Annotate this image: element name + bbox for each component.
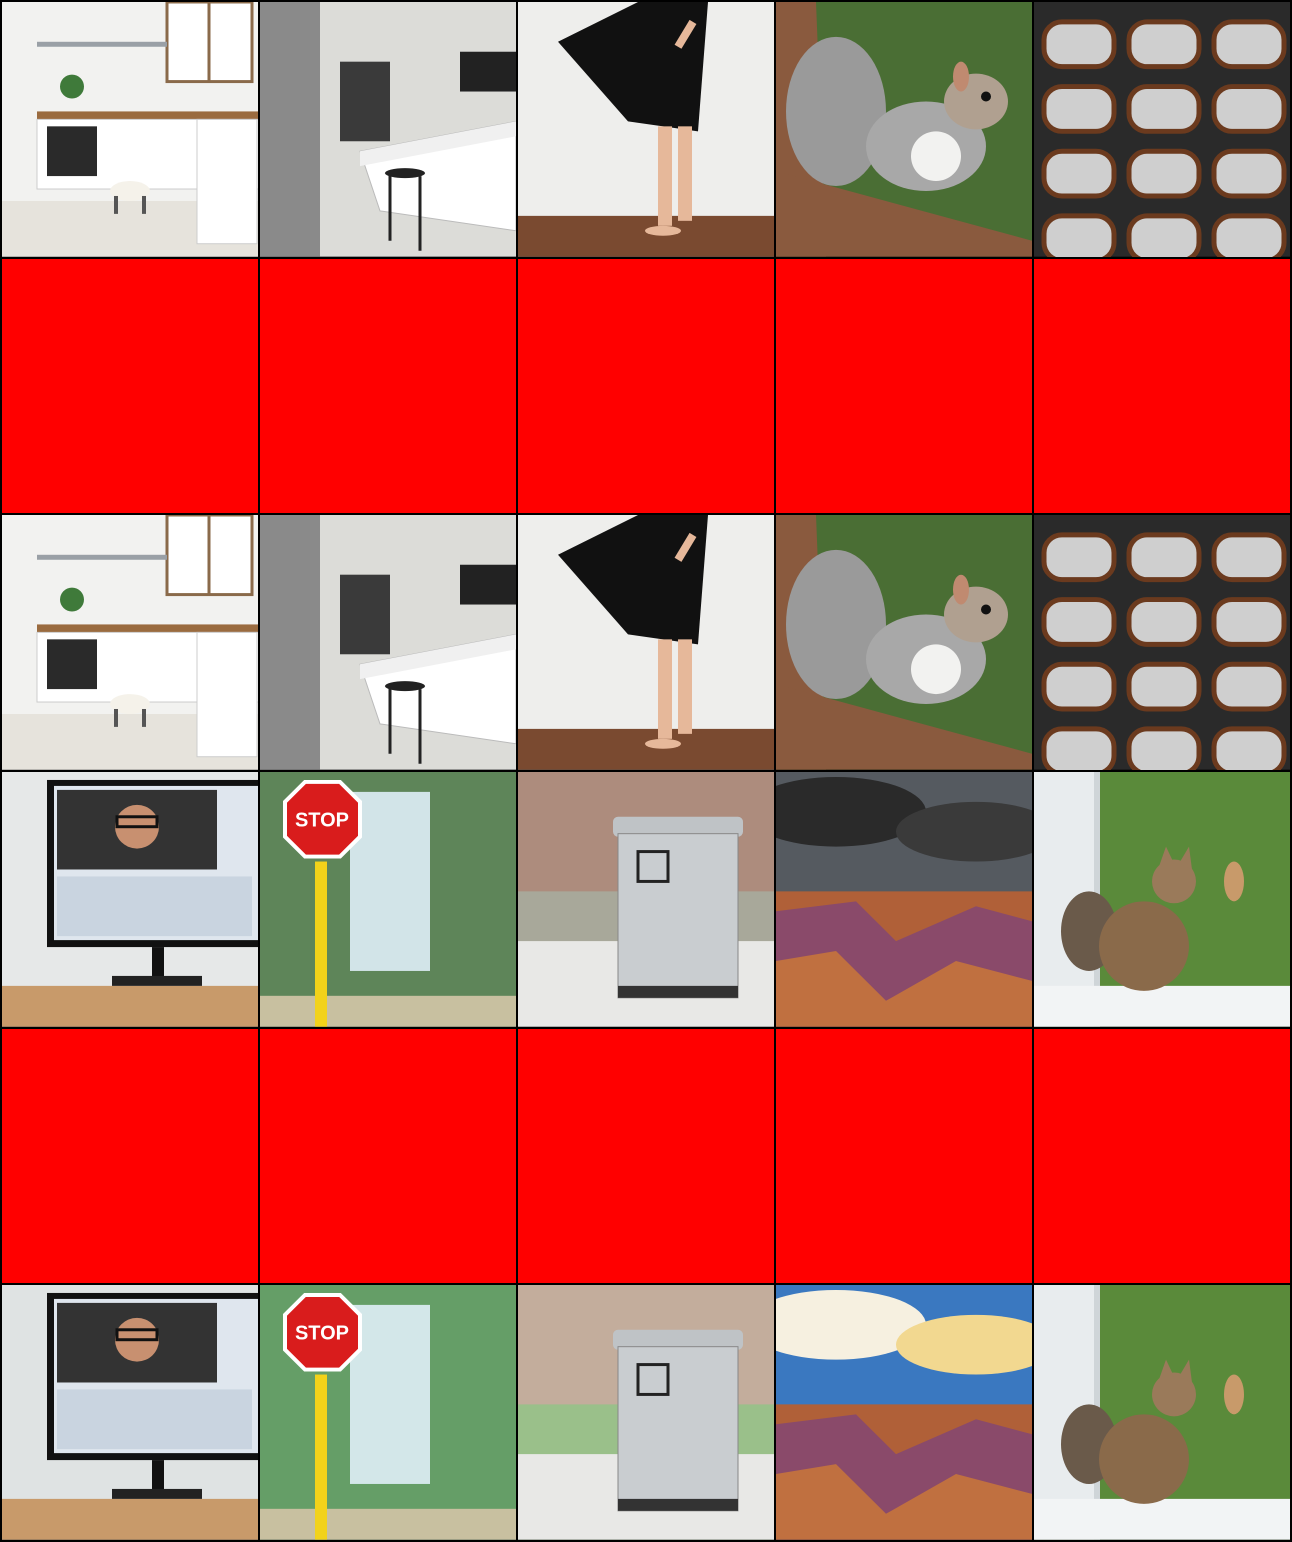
stop-sign-text: STOP xyxy=(295,810,349,832)
kitchen-island-illustration xyxy=(260,2,516,257)
cat-window-image xyxy=(1034,772,1290,1027)
computer-monitor-illustration xyxy=(2,1285,258,1540)
canyon-illustration xyxy=(776,1285,1032,1540)
cat-window-illustration xyxy=(1034,772,1290,1027)
stop-sign-illustration: STOP xyxy=(260,1285,516,1540)
kitchen-island-illustration xyxy=(260,515,516,770)
cat-window-illustration xyxy=(1034,1285,1290,1540)
squirrel-illustration xyxy=(776,515,1032,770)
red-placeholder-tile xyxy=(776,258,1032,514)
cat-window-image xyxy=(1034,1285,1290,1540)
kitchen-island-image xyxy=(260,515,516,770)
computer-monitor-illustration xyxy=(2,772,258,1027)
kitchen-goat-image xyxy=(2,515,258,770)
person-black-dress-image xyxy=(518,515,774,770)
red-placeholder-tile xyxy=(518,258,774,514)
eyeglasses-illustration xyxy=(1034,2,1290,257)
red-placeholder-tile xyxy=(1034,258,1290,514)
stop-sign-image: STOP xyxy=(260,772,516,1027)
trash-can-illustration xyxy=(518,772,774,1027)
canyon-image xyxy=(776,772,1032,1027)
eyeglasses-image xyxy=(1034,515,1290,770)
person-black-dress-illustration xyxy=(518,2,774,257)
eyeglasses-illustration xyxy=(1034,515,1290,770)
trash-can-illustration xyxy=(518,1285,774,1540)
squirrel-illustration xyxy=(776,2,1032,257)
canyon-image xyxy=(776,1285,1032,1540)
squirrel-image xyxy=(776,2,1032,257)
red-placeholder-tile xyxy=(1034,1028,1290,1284)
red-placeholder-tile xyxy=(260,258,516,514)
red-placeholder-tile xyxy=(2,258,258,514)
stop-sign-image: STOP xyxy=(260,1285,516,1540)
stop-sign-text: STOP xyxy=(295,1323,349,1345)
kitchen-goat-illustration xyxy=(2,2,258,257)
computer-monitor-image xyxy=(2,1285,258,1540)
trash-can-image xyxy=(518,1285,774,1540)
kitchen-goat-image xyxy=(2,2,258,257)
kitchen-goat-illustration xyxy=(2,515,258,770)
red-placeholder-tile xyxy=(260,1028,516,1284)
eyeglasses-image xyxy=(1034,2,1290,257)
person-black-dress-image xyxy=(518,2,774,257)
canyon-illustration xyxy=(776,772,1032,1027)
red-placeholder-tile xyxy=(2,1028,258,1284)
computer-monitor-image xyxy=(2,772,258,1027)
squirrel-image xyxy=(776,515,1032,770)
trash-can-image xyxy=(518,772,774,1027)
person-black-dress-illustration xyxy=(518,515,774,770)
red-placeholder-tile xyxy=(776,1028,1032,1284)
red-placeholder-tile xyxy=(518,1028,774,1284)
kitchen-island-image xyxy=(260,2,516,257)
stop-sign-illustration: STOP xyxy=(260,772,516,1027)
